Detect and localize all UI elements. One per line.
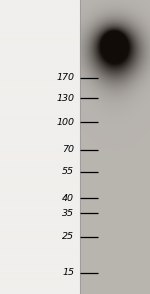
Text: 40: 40: [62, 194, 74, 203]
Text: 55: 55: [62, 168, 74, 176]
Text: 15: 15: [62, 268, 74, 277]
Text: 35: 35: [62, 209, 74, 218]
Text: 25: 25: [62, 232, 74, 241]
Text: 130: 130: [56, 94, 74, 103]
Text: 170: 170: [56, 74, 74, 82]
Bar: [80, 0, 150, 294]
Text: 100: 100: [56, 118, 74, 126]
Text: 70: 70: [62, 146, 74, 154]
